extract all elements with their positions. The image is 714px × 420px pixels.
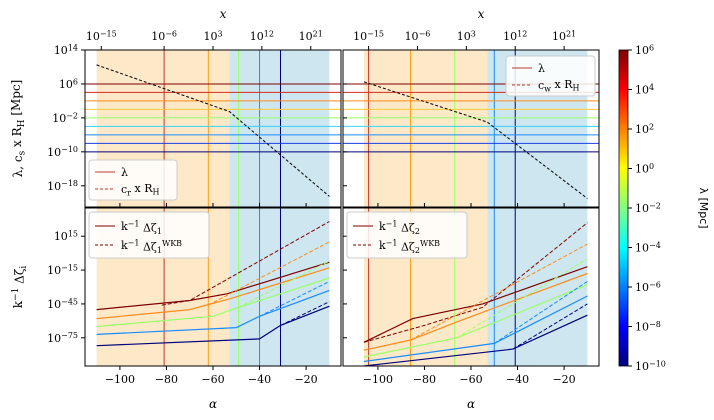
top-tick-label: 10−15​ bbox=[353, 29, 384, 43]
wkb-curve bbox=[208, 241, 330, 306]
y-tick-label: 10−2​ bbox=[52, 111, 78, 125]
top-tick-label: 1012​ bbox=[503, 29, 527, 43]
legend-label: cw​ x RH​ bbox=[538, 78, 580, 93]
plot-root: −100 −80 −60 −40 −20 α 10−15​ 10−6​ 103​ 1012​ 102… bbox=[9, 7, 710, 411]
wkb-curve bbox=[456, 258, 588, 339]
legend-box bbox=[88, 159, 178, 201]
x-axis-label: α bbox=[209, 397, 217, 411]
delta-zeta-curve bbox=[96, 277, 330, 328]
legend-bottom-left: k−1​ Δζ1​ k−1​ Δζ1​WKB​ bbox=[88, 211, 210, 259]
legend-label: k−1​ Δζ2​WKB​ bbox=[379, 238, 440, 254]
legend-label: cr​ x RH​ bbox=[121, 182, 159, 197]
wkb-curve bbox=[280, 301, 330, 326]
delta-zeta-curve bbox=[363, 266, 588, 343]
shade-blue-region bbox=[487, 208, 588, 366]
x-tick-label: −20 bbox=[552, 373, 575, 386]
y-tick-label: 106​ bbox=[59, 77, 78, 91]
delta-zeta-curve bbox=[96, 305, 330, 347]
wkb-curve bbox=[512, 303, 588, 350]
y-tick-label: 10−45​ bbox=[47, 297, 78, 311]
x-tick-label: −60 bbox=[201, 373, 224, 386]
colorbar bbox=[618, 49, 629, 367]
delta-zeta-curve bbox=[96, 261, 330, 311]
legend-box bbox=[346, 211, 468, 259]
y-tick-label: 1014​ bbox=[54, 43, 78, 57]
shade-blue-region bbox=[229, 50, 330, 207]
top-axis-label: x bbox=[220, 7, 227, 21]
top-tick-label: 1021​ bbox=[552, 29, 576, 43]
legend-box bbox=[88, 211, 210, 259]
colorbar-tick-label: 104​ bbox=[635, 83, 654, 97]
colorbar-tick-label: 106​ bbox=[635, 43, 654, 57]
legend-label: λ bbox=[121, 166, 128, 179]
wkb-curve bbox=[494, 280, 588, 344]
wkb-curve bbox=[238, 260, 330, 308]
y-axis-label-bottom: k−1​ Δζi​ bbox=[11, 266, 29, 309]
x-tick-label: −80 bbox=[155, 373, 178, 386]
y-tick-label: 10−10​ bbox=[47, 145, 78, 159]
legend-label: k−1​ Δζ2​ bbox=[379, 219, 420, 235]
top-tick-label: 1021​ bbox=[299, 29, 323, 43]
horizon-curve bbox=[96, 64, 330, 197]
colorbar-tick-label: 10−2​ bbox=[635, 201, 661, 215]
wkb-curve bbox=[410, 243, 588, 341]
colorbar-tick-label: 10−4​ bbox=[635, 241, 661, 255]
panel-top-left bbox=[85, 50, 341, 207]
delta-zeta-curve bbox=[96, 289, 330, 335]
legend-label: k−1​ Δζ1​ bbox=[121, 219, 162, 235]
x-tick-label: −60 bbox=[459, 373, 482, 386]
colorbar-tick-label: 10−10​ bbox=[635, 359, 666, 373]
top-axis-label: x bbox=[478, 7, 485, 21]
legend-top-right: λ cw​ x RH​ bbox=[505, 55, 596, 97]
x-tick-label: −20 bbox=[294, 373, 317, 386]
delta-zeta-curve bbox=[363, 272, 588, 351]
legend-label: λ bbox=[538, 62, 545, 75]
x-tick-label: −40 bbox=[506, 373, 529, 386]
legend-box bbox=[505, 55, 596, 97]
legend-top-left: λ cr​ x RH​ bbox=[88, 159, 178, 201]
top-tick-label: 10−15​ bbox=[86, 29, 117, 43]
legend-label: k−1​ Δζ1​WKB​ bbox=[121, 238, 182, 254]
colorbar-label: λ [Mpc] bbox=[697, 187, 710, 228]
top-tick-label: 10−6​ bbox=[151, 29, 177, 43]
legend-bottom-right: k−1​ Δζ2​ k−1​ Δζ2​WKB​ bbox=[346, 211, 468, 259]
x-tick-label: −80 bbox=[413, 373, 436, 386]
colorbar-tick-label: 100​ bbox=[635, 162, 654, 176]
y-axis-label-top: λ, cs​ x RH​ [Mpc] bbox=[9, 80, 28, 178]
colorbar-tick-label: 10−6​ bbox=[635, 280, 661, 294]
top-tick-label: 10−6​ bbox=[405, 29, 431, 43]
y-tick-label: 10−15​ bbox=[47, 263, 78, 277]
y-tick-label: 10−75​ bbox=[47, 331, 78, 345]
x-tick-label: −100 bbox=[363, 373, 393, 386]
x-tick-label: −40 bbox=[248, 373, 271, 386]
shade-orange-region bbox=[363, 50, 488, 207]
colorbar-tick-label: 10−8​ bbox=[635, 320, 661, 334]
colorbar-tick-label: 102​ bbox=[635, 122, 654, 136]
x-axis-label: α bbox=[467, 397, 475, 411]
top-tick-label: 103​ bbox=[203, 29, 222, 43]
y-tick-label: 10−18​ bbox=[47, 179, 78, 193]
wkb-curve bbox=[161, 221, 330, 306]
wkb-curve bbox=[259, 280, 330, 317]
x-tick-label: −100 bbox=[105, 373, 135, 386]
y-tick-label: 1015​ bbox=[54, 230, 78, 244]
top-tick-label: 103​ bbox=[457, 29, 476, 43]
top-tick-label: 1012​ bbox=[250, 29, 274, 43]
